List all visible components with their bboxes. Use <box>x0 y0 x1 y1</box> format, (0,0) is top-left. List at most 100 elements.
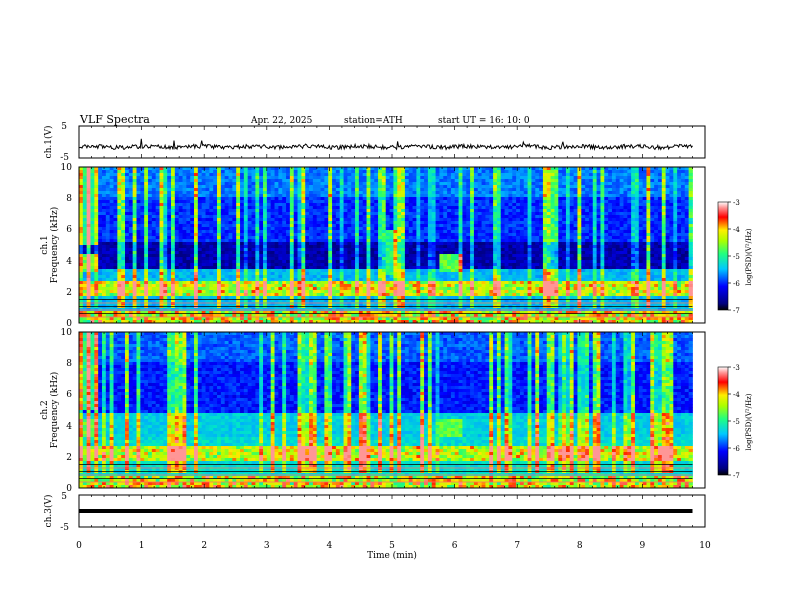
spectrogram-cell <box>274 251 279 255</box>
spectrogram-cell <box>247 287 252 291</box>
spectrogram-cell <box>316 272 321 276</box>
spectrogram-cell <box>393 212 398 216</box>
spectrogram-cell <box>366 266 371 270</box>
spectrogram-cell <box>412 263 417 267</box>
spectrogram-cell <box>297 218 302 222</box>
spectrogram-cell <box>90 182 95 186</box>
spectrogram-cell <box>109 206 114 210</box>
spectrogram-cell <box>117 257 122 261</box>
spectrogram-cell <box>270 290 275 294</box>
spectrogram-cell <box>263 176 268 180</box>
spectrogram-cell <box>90 275 95 279</box>
spectrogram-cell <box>102 266 107 270</box>
spectrogram-cell <box>220 242 226 246</box>
spectrogram-cell <box>109 194 114 198</box>
spectrogram-cell <box>351 167 356 171</box>
spectrogram-cell <box>82 314 88 318</box>
spectrogram-cell <box>435 185 440 189</box>
spectrogram-cell <box>79 167 84 171</box>
spectrogram-cell <box>243 299 249 303</box>
spectrogram-cell <box>362 257 367 261</box>
spectrogram-cell <box>374 269 379 273</box>
spectrogram-cell <box>236 173 241 177</box>
spectrogram-cell <box>201 239 206 243</box>
spectrogram-cell <box>274 263 279 267</box>
spectrogram-cell <box>266 263 272 267</box>
spectrogram-cell <box>201 290 206 294</box>
spectrogram-cell <box>427 185 433 189</box>
spectrogram-cell <box>259 293 264 297</box>
spectrogram-cell <box>186 299 191 303</box>
spectrogram-cell <box>201 170 206 174</box>
spectrogram-cell <box>251 314 256 318</box>
spectrogram-cell <box>424 194 429 198</box>
spectrogram-cell <box>247 167 252 171</box>
spectrogram-cell <box>335 296 341 300</box>
spectrogram-cell <box>140 311 145 315</box>
spectrogram-cell <box>240 254 245 258</box>
spectrogram-cell <box>339 269 344 273</box>
spectrogram-cell <box>286 209 291 213</box>
spectrogram-cell <box>197 236 203 240</box>
spectrogram-cell <box>117 191 122 195</box>
spectrogram-cell <box>381 203 387 207</box>
spectrogram-cell <box>105 245 111 249</box>
spectrogram-cell <box>232 284 237 288</box>
spectrogram-cell <box>343 248 348 252</box>
spectrogram-cell <box>339 188 344 192</box>
spectrogram-cell <box>82 233 88 237</box>
spectrogram-cell <box>186 293 191 297</box>
spectrogram-cell <box>159 248 164 252</box>
spectrogram-cell <box>213 260 218 264</box>
spectrogram-cell <box>297 284 302 288</box>
spectrogram-cell <box>328 167 333 171</box>
spectrogram-cell <box>355 293 360 297</box>
spectrogram-cell <box>190 173 195 177</box>
spectrogram-cell <box>98 218 103 222</box>
spectrogram-cell <box>98 266 103 270</box>
spectrogram-cell <box>186 173 191 177</box>
spectrogram-cell <box>194 311 199 315</box>
spectrogram-cell <box>397 311 402 315</box>
spectrogram-cell <box>125 278 130 282</box>
spectrogram-cell <box>381 218 387 222</box>
spectrogram-cell <box>416 260 421 264</box>
spectrogram-cell <box>420 206 425 210</box>
spectrogram-cell <box>335 209 341 213</box>
spectrogram-cell <box>309 269 314 273</box>
spectrogram-cell <box>182 242 187 246</box>
spectrogram-cell <box>174 314 180 318</box>
ch1-waveform-frame <box>78 125 706 159</box>
spectrogram-cell <box>117 314 122 318</box>
spectrogram-cell <box>389 212 394 216</box>
spectrogram-cell <box>94 179 99 183</box>
spectrogram-cell <box>117 248 122 252</box>
spectrogram-cell <box>286 299 291 303</box>
spectrogram-cell <box>171 272 176 276</box>
spectrogram-cell <box>194 251 199 255</box>
spectrogram-cell <box>378 314 383 318</box>
spectrogram-cell <box>309 197 314 201</box>
spectrogram-cell <box>312 170 318 174</box>
spectrogram-cell <box>412 167 417 171</box>
spectrogram-cell <box>148 203 153 207</box>
spectrogram-cell <box>182 170 187 174</box>
spectrogram-cell <box>159 299 164 303</box>
spectrogram-cell <box>220 320 226 324</box>
spectrogram-cell <box>385 278 390 282</box>
spectrogram-cell <box>431 287 436 291</box>
spectrogram-cell <box>228 248 233 252</box>
spectrogram-cell <box>79 317 84 321</box>
spectrogram-cell <box>301 302 306 306</box>
spectrogram-cell <box>232 215 237 219</box>
spectrogram-cell <box>255 284 260 288</box>
spectrogram-cell <box>374 266 379 270</box>
spectrogram-cell <box>167 251 172 255</box>
spectrogram-cell <box>335 320 341 324</box>
spectrogram-cell <box>117 287 122 291</box>
spectrogram-cell <box>378 245 383 249</box>
spectrogram-cell <box>186 251 191 255</box>
spectrogram-cell <box>159 194 164 198</box>
spectrogram-cell <box>297 287 302 291</box>
spectrogram-cell <box>240 320 245 324</box>
